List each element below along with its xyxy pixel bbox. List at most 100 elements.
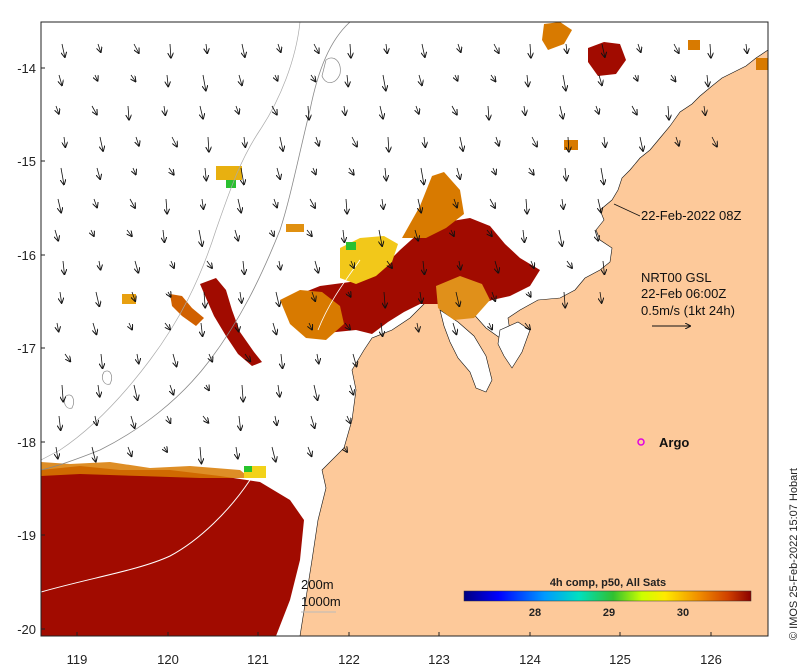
current-arrow	[381, 322, 383, 336]
current-arrow	[240, 291, 242, 303]
current-arrow	[312, 291, 315, 301]
current-arrow	[602, 43, 605, 57]
current-arrow	[604, 136, 605, 147]
current-arrow	[423, 260, 424, 274]
current-arrow	[202, 198, 203, 209]
current-arrow	[460, 136, 463, 151]
reef-1	[321, 57, 341, 83]
current-arrow	[311, 74, 315, 81]
current-arrow	[523, 229, 524, 242]
current-arrow	[420, 291, 422, 303]
current-arrow	[279, 260, 281, 270]
current-arrow	[710, 43, 711, 58]
current-arrow	[171, 260, 174, 268]
current-arrow	[562, 198, 563, 209]
current-arrow	[526, 198, 527, 214]
current-arrow	[454, 198, 457, 207]
current-arrow	[200, 446, 201, 463]
y-tick-label: -17	[17, 341, 36, 356]
y-tick-label: -19	[17, 528, 36, 543]
current-arrow	[416, 105, 419, 114]
current-arrow	[531, 136, 537, 147]
current-arrow	[384, 291, 385, 308]
argo-float-marker	[637, 438, 645, 446]
current-arrow	[451, 229, 454, 236]
current-arrow	[492, 291, 495, 301]
current-arrow	[278, 384, 280, 397]
current-arrow	[60, 291, 62, 303]
y-tick-label: -20	[17, 622, 36, 637]
current-arrow	[237, 322, 239, 331]
x-tick-label: 123	[428, 652, 450, 667]
current-arrow	[424, 136, 425, 147]
current-arrow	[137, 353, 139, 363]
current-arrow	[133, 167, 136, 174]
current-arrow	[489, 198, 495, 208]
current-arrow	[203, 74, 206, 90]
current-arrow	[531, 260, 534, 268]
current-arrow	[61, 167, 64, 184]
sst-north-2	[588, 42, 626, 76]
current-arrow	[525, 322, 530, 330]
x-tick-label: 121	[247, 652, 269, 667]
current-arrow	[64, 353, 70, 361]
current-arrow	[635, 74, 638, 81]
sst-speck-1	[122, 294, 136, 304]
current-arrow	[524, 105, 525, 115]
current-arrow	[165, 322, 170, 330]
current-arrow	[530, 43, 531, 58]
current-arrow	[205, 167, 206, 180]
current-arrow	[64, 136, 65, 147]
current-arrow	[95, 415, 97, 425]
current-arrow	[275, 415, 277, 425]
current-arrow	[638, 43, 641, 52]
sst-north-1	[542, 22, 572, 50]
current-arrow	[170, 43, 171, 58]
current-arrow	[202, 415, 208, 423]
legend-source: NRT00 GSL	[641, 270, 712, 285]
current-arrow	[271, 229, 274, 236]
current-arrow	[206, 43, 207, 53]
current-arrow	[566, 43, 567, 53]
current-arrows	[55, 43, 747, 463]
sst-north-5	[756, 58, 768, 70]
current-arrow	[136, 136, 139, 146]
current-arrow	[563, 74, 566, 90]
current-arrow	[131, 74, 135, 81]
current-arrow	[451, 105, 457, 115]
current-arrow	[91, 105, 97, 115]
current-arrow	[56, 446, 58, 459]
current-arrow	[493, 43, 499, 53]
current-arrow	[631, 105, 637, 115]
current-arrow	[271, 105, 277, 115]
current-arrow	[307, 229, 312, 236]
current-arrow	[673, 43, 679, 53]
current-arrow	[560, 105, 563, 119]
current-arrow	[491, 74, 495, 81]
current-arrow	[704, 105, 705, 115]
current-arrow	[100, 136, 103, 151]
current-arrow	[456, 291, 459, 306]
current-arrow	[278, 43, 281, 52]
colorbar-title: 4h comp, p50, All Sats	[550, 577, 666, 589]
current-arrow	[236, 446, 238, 459]
current-arrow	[169, 167, 174, 175]
current-arrow	[351, 260, 354, 268]
current-arrow	[313, 167, 316, 174]
current-arrow	[163, 229, 164, 242]
current-arrow	[99, 260, 101, 270]
current-arrow	[62, 43, 65, 57]
legend-scale: 0.5m/s (1kt 24h)	[641, 303, 735, 318]
x-tick-label: 120	[157, 652, 179, 667]
current-arrow	[207, 260, 212, 268]
current-arrow	[453, 322, 456, 334]
reef-2	[102, 370, 112, 385]
x-axis-ticks: 119 120 121 122 123 124 125 126	[67, 632, 722, 667]
current-arrow	[601, 167, 604, 184]
current-arrow	[487, 229, 492, 236]
current-arrow	[235, 229, 238, 241]
current-arrow	[308, 105, 309, 120]
current-arrow	[347, 74, 348, 86]
current-arrow	[387, 260, 392, 268]
